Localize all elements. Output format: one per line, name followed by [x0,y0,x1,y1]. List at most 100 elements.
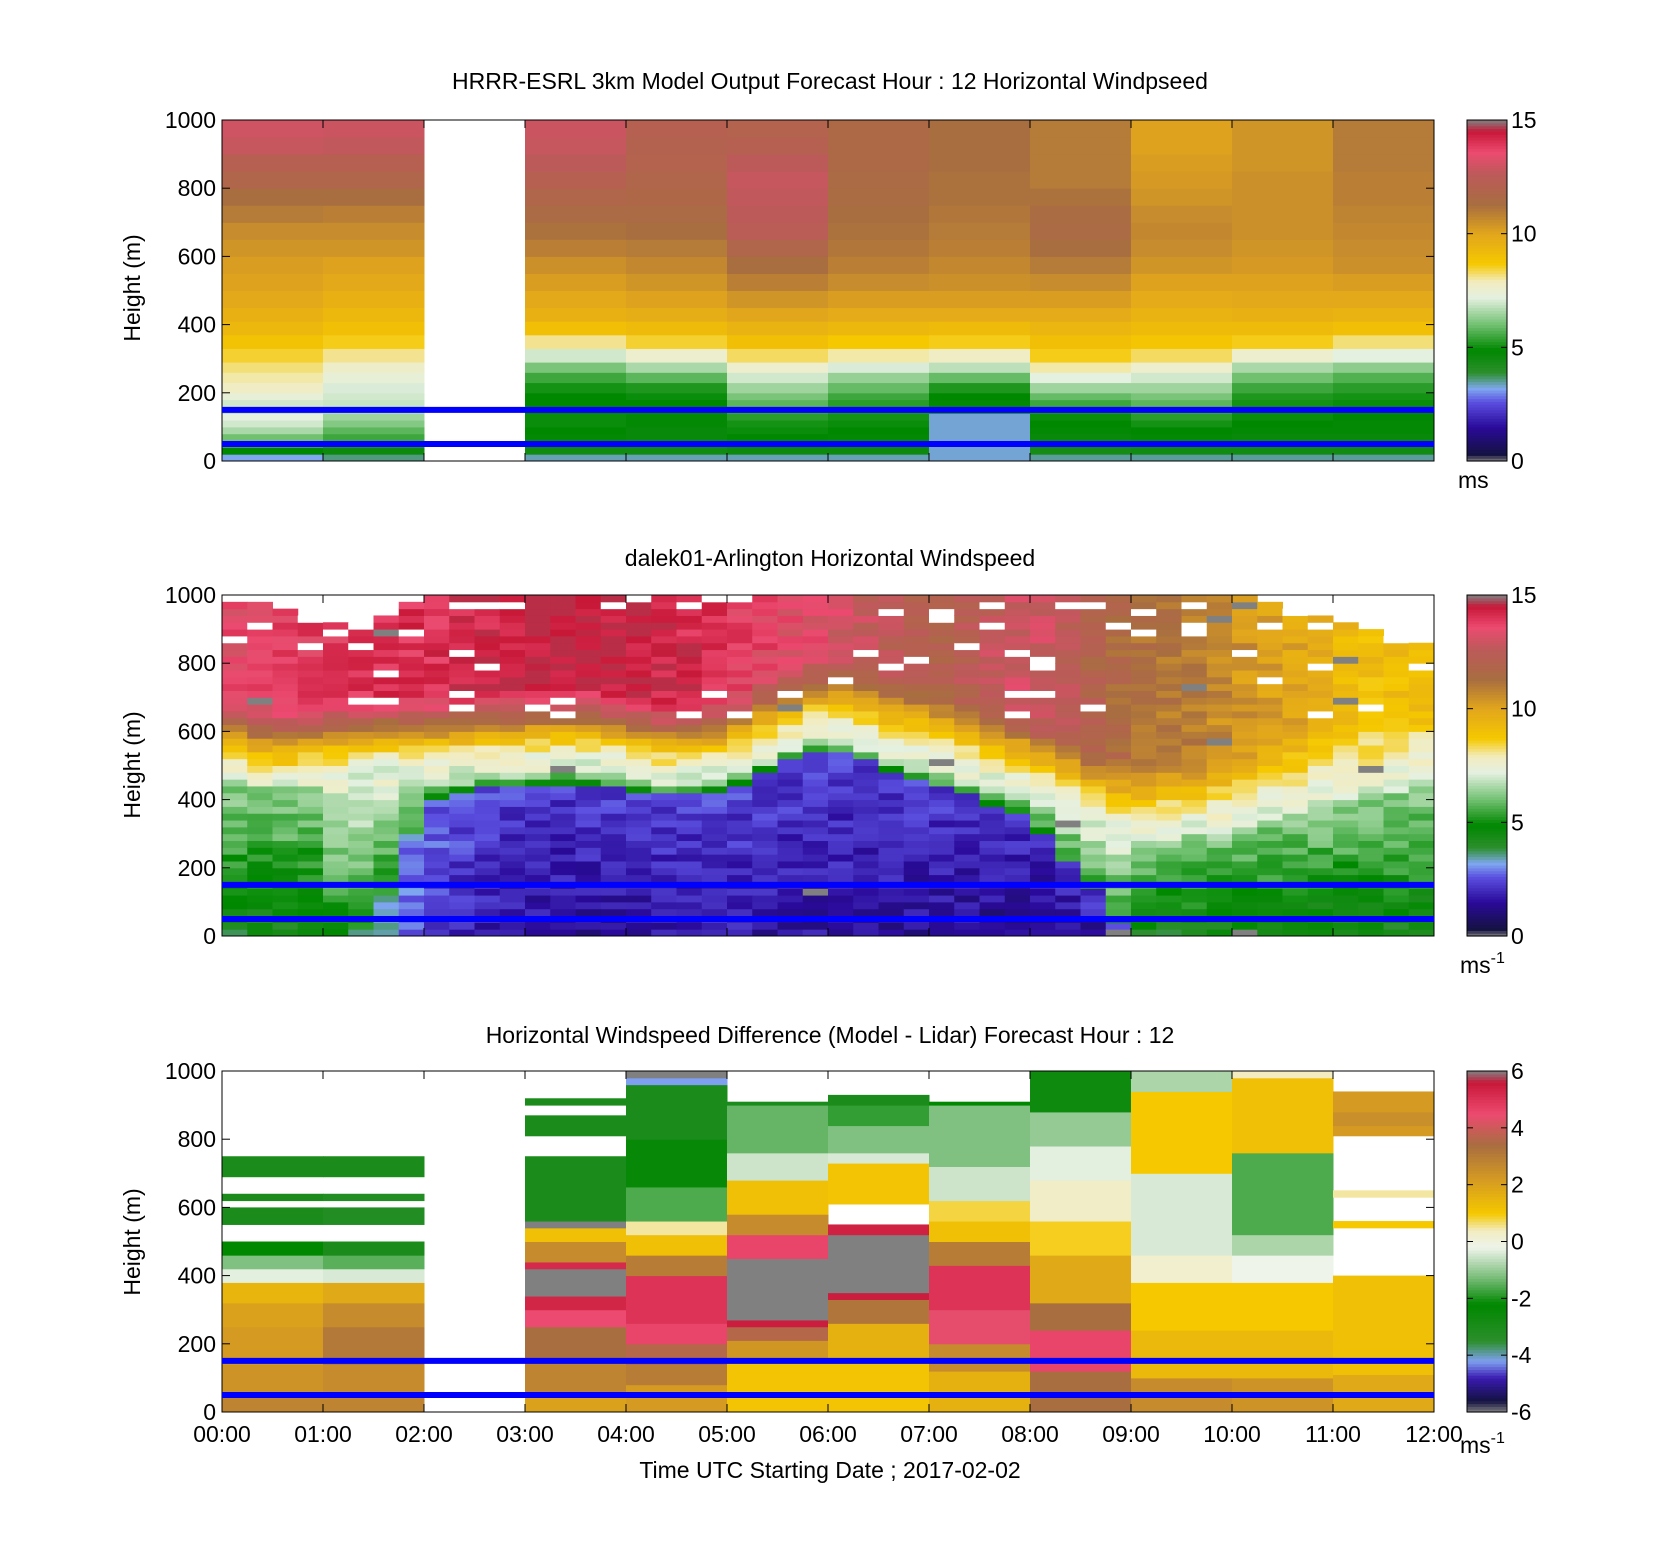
heatmap-cell [222,710,248,719]
heatmap-cell [323,820,349,828]
heatmap-cell [727,433,829,442]
heatmap-cell [1307,615,1334,623]
heatmap-cell [626,1323,728,1345]
heatmap-cell [222,601,248,610]
heatmap-cell [1282,772,1309,780]
heatmap-cell [499,717,526,726]
heatmap-cell [1232,656,1258,664]
heatmap-cell [1105,751,1132,760]
colorbar-swatch [1467,847,1507,852]
x-tick-label: 00:00 [193,1421,251,1447]
heatmap-cell [323,642,349,651]
heatmap-cell [1232,867,1258,876]
colorbar-swatch [1467,381,1507,385]
heatmap-cell [626,1186,728,1222]
heatmap-cell [525,399,627,407]
heatmap-cell [499,867,526,876]
heatmap-cell [853,601,879,610]
heatmap-cell [853,642,879,651]
heatmap-cell [398,622,425,630]
heatmap-cell [979,813,1006,821]
heatmap-cell [222,765,248,773]
heatmap-cell [600,888,627,896]
heatmap-cell [1282,785,1309,794]
heatmap-cell [1232,273,1334,291]
colorbar-tick-label: 2 [1511,1172,1524,1198]
heatmap-cell [1030,779,1056,787]
heatmap-cell [1030,1111,1132,1147]
heatmap-cell [802,854,829,862]
heatmap-cell [1333,426,1435,435]
heatmap-cell [1156,792,1182,801]
heatmap-cell [1333,392,1435,401]
colorbar-swatch [1467,1142,1507,1146]
heatmap-cell [752,826,778,835]
heatmap-cell [727,362,829,373]
colorbar-swatch [1467,1116,1507,1120]
colorbar-swatch [1467,324,1507,329]
heatmap-cell [575,860,602,869]
heatmap-cell [1282,854,1309,862]
colorbar-swatch [1467,304,1507,309]
colorbar-unit-superscript: -1 [1491,1430,1505,1447]
heatmap-cell [1004,676,1031,685]
heatmap-cell [1358,792,1384,801]
heatmap-cell [1156,656,1182,664]
heatmap-cell [878,772,905,780]
heatmap-cell [272,895,299,903]
colorbar-swatch [1467,264,1507,269]
heatmap-cell [752,629,778,637]
heatmap-cell [853,840,879,848]
heatmap-cell [1257,772,1283,780]
heatmap-cell [878,608,905,616]
colorbar-swatch [1467,227,1507,232]
heatmap-cell [1156,785,1182,794]
heatmap-cell [1105,710,1132,719]
heatmap-cell [929,785,955,794]
heatmap-cell [1131,1173,1233,1256]
heatmap-cell [777,820,804,828]
heatmap-cell [727,290,829,309]
colorbar-swatch [1467,762,1507,767]
colorbar-swatch [1467,208,1507,212]
colorbar-swatch [1467,1298,1507,1302]
heatmap-cell [499,833,526,842]
heatmap-cell [550,813,576,821]
heatmap-cell [727,840,753,848]
heatmap-cell [903,738,930,746]
colorbar-swatch [1467,828,1507,832]
heatmap-cell [1004,635,1031,644]
colorbar-swatch [1467,191,1507,195]
heatmap-cell [1131,697,1157,705]
colorbar-swatch [1467,884,1507,889]
heatmap-cell [1257,785,1283,794]
heatmap-cell [1080,847,1107,855]
heatmap-cell [1358,854,1384,862]
heatmap-cell [600,847,627,855]
heatmap-cell [1156,615,1182,623]
heatmap-cell [323,792,349,801]
heatmap-cell [525,392,627,401]
heatmap-cell [828,806,854,814]
heatmap-cell [398,785,425,794]
heatmap-cell [878,806,905,814]
heatmap-cell [449,792,475,801]
heatmap-cell [853,635,879,644]
heatmap-cell [272,888,299,896]
heatmap-cell [1333,222,1435,240]
colorbar-swatch [1467,1275,1507,1280]
heatmap-cell [474,785,501,794]
heatmap-cell [297,622,324,630]
heatmap-cell [222,901,248,910]
heatmap-cell [247,622,273,630]
heatmap-cell [575,676,602,685]
heatmap-cell [1232,171,1334,189]
heatmap-cell [1232,399,1334,407]
heatmap-cell [626,1384,728,1413]
heatmap-cell [1257,799,1283,807]
heatmap-cell [1080,779,1107,787]
heatmap-cell [777,710,804,719]
heatmap-cell [853,724,879,732]
heatmap-cell [222,649,248,657]
colorbar-swatch [1467,1232,1507,1237]
